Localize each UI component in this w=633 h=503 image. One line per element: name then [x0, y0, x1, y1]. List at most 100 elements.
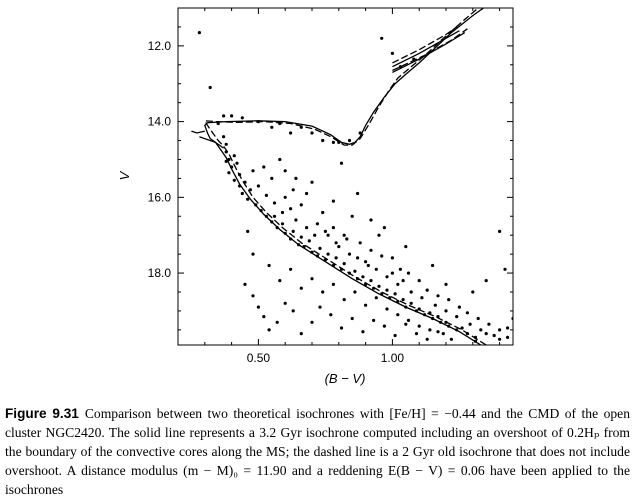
- star-point: [323, 229, 327, 233]
- star-point: [423, 313, 427, 317]
- star-point: [385, 275, 389, 279]
- star-point: [439, 320, 443, 324]
- star-point: [275, 320, 279, 324]
- star-point: [364, 260, 368, 264]
- star-point: [471, 290, 475, 294]
- star-point: [318, 246, 322, 250]
- star-point: [329, 313, 333, 317]
- star-point: [409, 301, 413, 305]
- star-point: [431, 263, 435, 268]
- star-point: [436, 294, 440, 298]
- star-point: [235, 161, 239, 165]
- star-point: [240, 116, 244, 120]
- star-point: [350, 214, 354, 218]
- star-point: [358, 131, 362, 135]
- star-point: [366, 263, 370, 268]
- star-point: [315, 222, 319, 226]
- star-point: [364, 303, 368, 307]
- star-point: [404, 322, 408, 326]
- star-point: [417, 307, 421, 311]
- star-point: [227, 171, 231, 175]
- star-point: [444, 309, 448, 313]
- star-point: [417, 324, 421, 328]
- star-point: [353, 290, 357, 294]
- star-point: [310, 277, 314, 281]
- star-point: [299, 203, 303, 207]
- star-point: [487, 322, 491, 326]
- star-point: [484, 279, 488, 283]
- star-point: [404, 245, 408, 249]
- star-point: [447, 324, 451, 328]
- star-point: [256, 184, 260, 188]
- y-axis-label: V: [117, 170, 132, 180]
- star-point: [310, 250, 314, 254]
- star-point: [331, 199, 335, 203]
- star-point: [345, 237, 349, 241]
- star-point: [506, 335, 510, 339]
- star-point: [238, 173, 242, 177]
- star-point: [297, 243, 301, 247]
- dashed-isochrone-7: [392, 28, 468, 72]
- y-tick-label: 14.0: [148, 115, 172, 129]
- star-point: [283, 195, 287, 199]
- star-point: [369, 248, 373, 252]
- star-point: [251, 252, 255, 256]
- plot-frame: [177, 7, 514, 346]
- star-point: [503, 267, 507, 271]
- star-point: [374, 296, 378, 300]
- star-point: [222, 135, 226, 139]
- star-point: [498, 337, 502, 341]
- star-point: [356, 191, 360, 196]
- star-points: [197, 30, 513, 343]
- star-point: [278, 121, 282, 126]
- star-point: [283, 231, 287, 235]
- star-point: [436, 315, 440, 319]
- star-point: [398, 65, 402, 69]
- star-point: [390, 51, 394, 56]
- star-point: [433, 303, 437, 307]
- star-point: [347, 252, 352, 256]
- star-point: [310, 320, 314, 324]
- star-point: [425, 337, 429, 341]
- star-point: [414, 332, 419, 336]
- star-point: [460, 326, 464, 330]
- star-point: [299, 286, 303, 290]
- star-point: [294, 218, 298, 222]
- star-point: [246, 197, 250, 201]
- star-point: [326, 252, 330, 256]
- star-point: [272, 201, 277, 205]
- star-point: [334, 256, 338, 260]
- star-point: [468, 322, 472, 326]
- star-point: [224, 159, 228, 163]
- star-point: [428, 311, 432, 315]
- star-point: [315, 254, 319, 258]
- cmd-chart: 0.50 1.00 12.0 14.0 16.0 18.0 (B − V) V: [117, 7, 514, 386]
- star-point: [275, 226, 279, 230]
- solid-isochrone-2: [191, 130, 205, 134]
- star-point: [444, 282, 448, 286]
- star-point: [476, 316, 480, 321]
- star-point: [347, 271, 352, 275]
- star-point: [449, 337, 453, 341]
- star-point: [272, 214, 277, 218]
- star-point: [294, 176, 298, 180]
- star-point: [356, 256, 360, 260]
- star-point: [347, 138, 352, 143]
- x-tick-label: 1.00: [381, 351, 405, 365]
- star-point: [498, 328, 502, 332]
- star-point: [361, 275, 365, 279]
- star-point: [232, 154, 236, 158]
- star-point: [197, 30, 201, 35]
- star-point: [270, 125, 274, 129]
- star-point: [307, 239, 311, 243]
- star-point: [289, 131, 293, 135]
- star-point: [353, 269, 357, 273]
- star-point: [216, 121, 220, 126]
- star-point: [264, 214, 268, 218]
- star-point: [283, 301, 287, 305]
- x-tick-label: 0.50: [247, 351, 271, 365]
- star-point: [431, 316, 435, 321]
- star-point: [396, 282, 400, 286]
- star-point: [230, 165, 234, 169]
- star-point: [262, 165, 266, 169]
